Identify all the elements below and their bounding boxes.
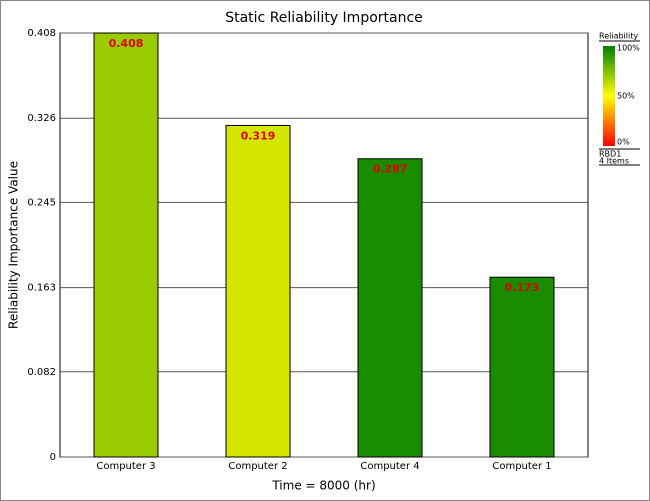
x-tick-label: Computer 3 [96, 461, 155, 472]
legend-count: 4 Items [599, 157, 629, 166]
legend-gradient [603, 46, 615, 146]
legend-label: 50% [617, 92, 635, 101]
value-label: 0.319 [241, 129, 276, 142]
x-axis-label: Time = 8000 (hr) [271, 479, 375, 493]
value-label: 0.173 [505, 281, 540, 294]
y-tick-label: 0.326 [27, 113, 56, 124]
y-axis-label: Reliability Importance Value [7, 161, 21, 329]
bar [93, 32, 159, 458]
bar [357, 158, 423, 458]
x-tick-label: Computer 4 [360, 461, 419, 472]
y-tick-label: 0.163 [27, 283, 56, 294]
value-label: 0.408 [109, 37, 144, 50]
y-tick-label: 0.408 [27, 28, 56, 39]
x-tick-label: Computer 2 [228, 461, 287, 472]
x-tick-label: Computer 1 [492, 461, 551, 472]
bar [489, 276, 555, 458]
legend-title: Reliability [599, 32, 638, 41]
legend-label: 0% [617, 138, 630, 147]
y-tick-label: 0.245 [27, 197, 56, 208]
bar [225, 124, 291, 458]
legend: Reliability 100% 50% 0% RBD1 4 Items [599, 32, 640, 166]
legend-source: RBD1 [599, 150, 621, 159]
value-label: 0.287 [373, 163, 408, 176]
y-tick-label: 0 [50, 452, 56, 463]
legend-label: 100% [617, 44, 640, 53]
y-tick-label: 0.082 [27, 367, 56, 378]
chart-title: Static Reliability Importance [225, 10, 423, 26]
